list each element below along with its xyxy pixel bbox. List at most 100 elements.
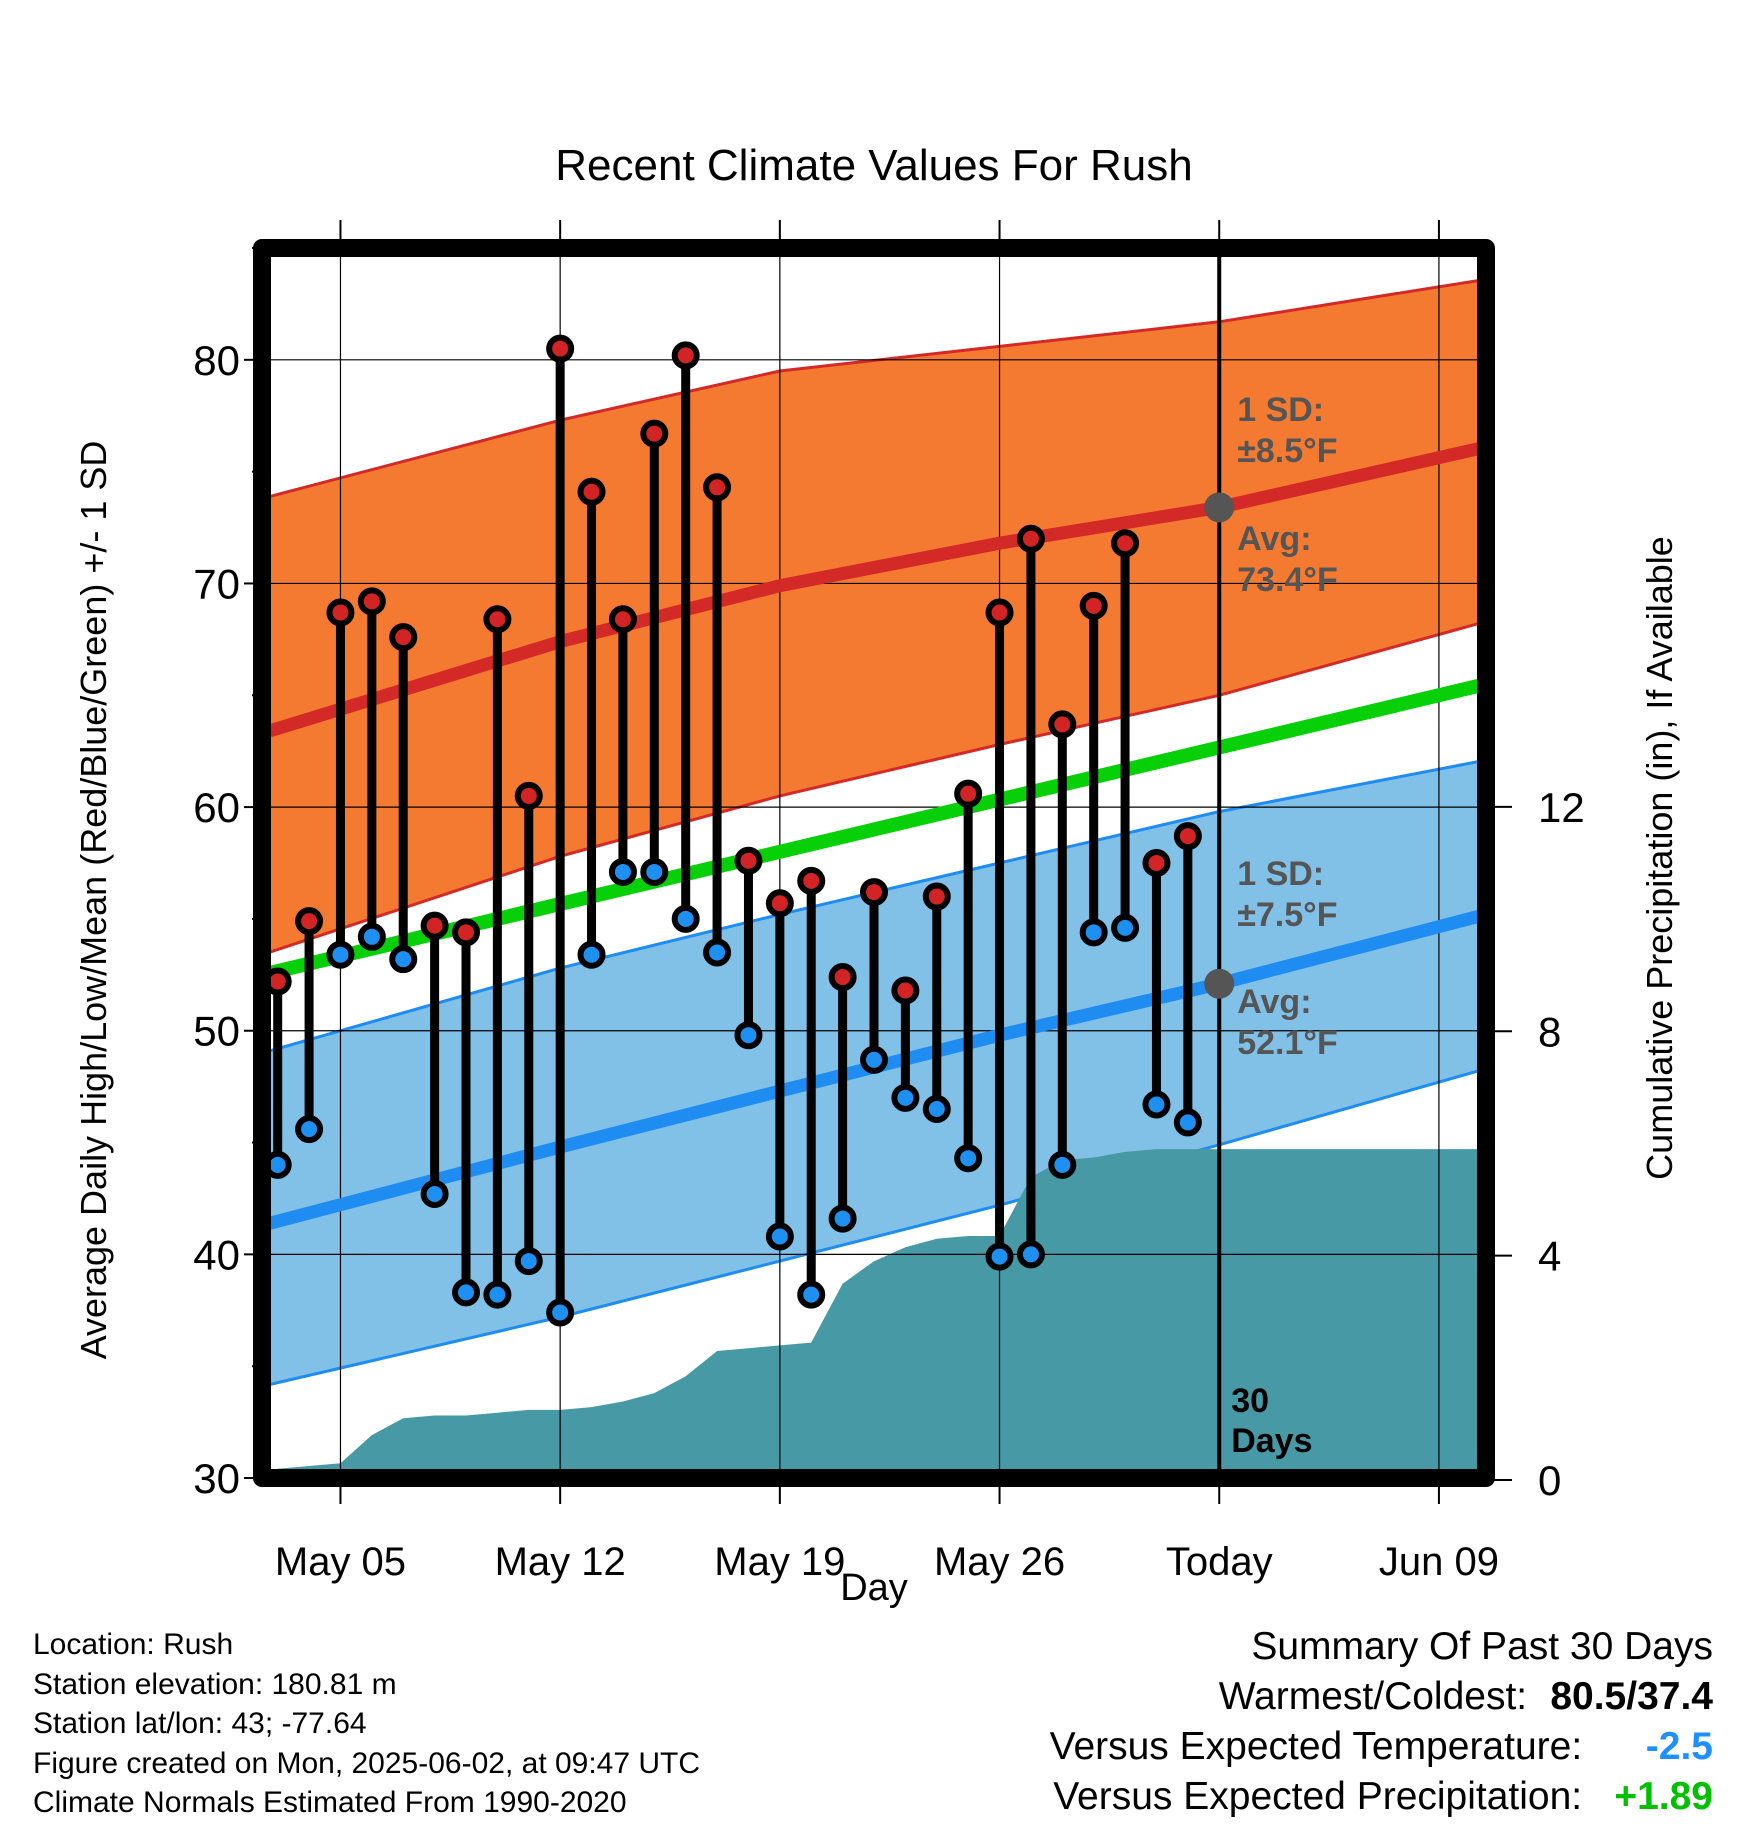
daily-high-marker (671, 341, 700, 370)
y-right-tick-label: 4 (1538, 1233, 1561, 1280)
temp-departure-label: Versus Expected Temperature: (1049, 1725, 1583, 1768)
daily-low-marker (577, 940, 606, 969)
high-sd-lower-line (262, 620, 1486, 957)
daily-high-marker (860, 878, 888, 907)
daily-low-marker (671, 904, 700, 933)
summary-heading: Summary Of Past 30 Days (1251, 1625, 1713, 1668)
x-tick-label: Jun 09 (1379, 1540, 1499, 1584)
daily-high-marker (954, 779, 983, 808)
precip-departure-row: Versus Expected Precipitation: +1.89 (1050, 1772, 1713, 1822)
x-axis-label: Day (840, 1567, 908, 1609)
x-tick-label: May 26 (934, 1540, 1065, 1584)
daily-low-marker (514, 1247, 543, 1276)
high-sd-label: 1 SD: (1237, 391, 1324, 429)
low-sd-value: ±7.5°F (1237, 896, 1337, 934)
today-low-avg-dot (1204, 968, 1235, 999)
daily-high-marker (389, 623, 418, 652)
created-text: Figure created on Mon, 2025-06-02, at 09… (33, 1746, 701, 1780)
low-avg-value: 52.1°F (1237, 1024, 1338, 1062)
daily-low-marker (734, 1021, 763, 1050)
high-sd-upper-line (262, 277, 1486, 500)
daily-low-marker (326, 940, 355, 969)
precip-departure-value: +1.89 (1614, 1775, 1713, 1818)
temp-departure-row: Versus Expected Temperature: -2.5 (1050, 1722, 1713, 1772)
daily-high-marker (1173, 822, 1202, 851)
daily-high-marker (577, 477, 606, 506)
daily-low-marker (797, 1280, 826, 1309)
daily-high-marker (985, 598, 1014, 627)
axes: 30 40 50 60 70 80 0 4 8 12 May 05 May 12 May 19 May 2… (193, 220, 1585, 1584)
daily-high-marker (1048, 710, 1077, 739)
daily-high-marker (891, 976, 920, 1005)
daily-low-marker (452, 1278, 480, 1307)
daily-high-marker (765, 889, 794, 918)
today-marker-label-line2: Days (1231, 1422, 1312, 1460)
daily-low-marker (546, 1298, 575, 1327)
daily-low-marker (860, 1045, 888, 1074)
low-sd-upper-line (262, 758, 1486, 1055)
y-right-tick-label: 12 (1538, 784, 1585, 831)
daily-low-marker (703, 938, 732, 967)
today-high-avg-dot (1204, 492, 1235, 523)
daily-high-marker (546, 334, 575, 363)
daily-high-marker (295, 907, 324, 936)
daily-low-marker (640, 857, 669, 886)
climate-chart: Recent Climate Values For Rush 1 SD:±8.5… (73, 141, 1680, 1609)
high-sd-band (262, 279, 1486, 955)
low-avg-label: Avg: (1237, 983, 1311, 1021)
daily-high-marker (452, 918, 480, 947)
daily-high-marker (1016, 524, 1045, 553)
daily-low-marker (1173, 1108, 1202, 1137)
daily-low-marker (295, 1115, 324, 1144)
x-tick-label: May 12 (495, 1540, 626, 1584)
elevation-text: Station elevation: 180.81 m (33, 1667, 397, 1701)
y-right-tick-label: 0 (1538, 1457, 1561, 1504)
daily-high-marker (326, 598, 355, 627)
latlon-text: Station lat/lon: 43; -77.64 (33, 1707, 367, 1740)
precip-area (264, 1149, 1486, 1478)
high-avg-value: 73.4°F (1237, 561, 1338, 599)
daily-high-marker (1142, 849, 1171, 877)
daily-low-marker (891, 1083, 920, 1112)
location-text: Location: Rush (33, 1628, 234, 1661)
daily-low-marker (922, 1095, 951, 1123)
summary-panel: Summary Of Past 30 Days Warmest/Coldest:… (1050, 1622, 1713, 1822)
y-right-tick-label: 8 (1538, 1008, 1561, 1055)
daily-low-marker (608, 857, 637, 886)
plot-frame (253, 239, 1495, 1487)
warm-cold-value: 80.5/37.4 (1550, 1675, 1713, 1718)
temp-departure-value: -2.5 (1645, 1725, 1713, 1768)
daily-high-marker (357, 587, 386, 616)
normal-low-line (262, 908, 1486, 1232)
precip-departure-label: Versus Expected Precipitation: (1053, 1775, 1583, 1818)
daily-high-marker (1079, 591, 1108, 620)
y-left-tick-label: 70 (193, 560, 240, 607)
daily-low-marker (1142, 1090, 1171, 1119)
daily-low-marker (1016, 1240, 1045, 1269)
y-left-tick-label: 30 (193, 1455, 240, 1502)
low-sd-lower-line (262, 1067, 1486, 1388)
warm-cold-label: Warmest/Coldest: (1218, 1675, 1528, 1718)
daily-low-marker (420, 1179, 449, 1208)
y-left-tick-label: 50 (193, 1008, 240, 1055)
daily-high-marker (514, 781, 543, 810)
y-axis-label-right: Cumulative Precipitation (in), If Availa… (1639, 536, 1680, 1180)
daily-high-marker (828, 963, 857, 992)
low-sd-label: 1 SD: (1237, 855, 1324, 893)
normal-high-line (262, 440, 1486, 740)
high-avg-label: Avg: (1237, 520, 1311, 558)
daily-low-marker (985, 1242, 1014, 1271)
daily-high-marker (734, 846, 763, 875)
daily-low-marker (954, 1144, 983, 1173)
daily-low-marker (1048, 1150, 1077, 1179)
daily-low-marker (1111, 913, 1140, 942)
y-axis-label-left: Average Daily High/Low/Mean (Red/Blue/Gr… (73, 441, 114, 1360)
high-sd-value: ±8.5°F (1237, 432, 1337, 470)
y-left-tick-label: 80 (193, 337, 240, 384)
daily-low-marker (483, 1280, 512, 1309)
today-marker-label-line1: 30 (1231, 1382, 1269, 1420)
daily-high-marker (483, 605, 512, 634)
daily-high-marker (797, 866, 826, 895)
